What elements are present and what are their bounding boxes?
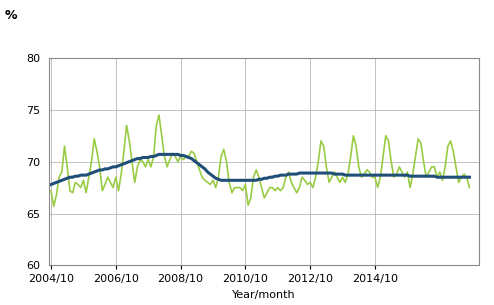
Employment rate <box>210 178 216 182</box>
X-axis label: Year/month: Year/month <box>233 290 296 300</box>
Employment rate, trend <box>156 152 162 156</box>
Employment rate <box>391 175 397 179</box>
Employment rate <box>156 113 162 117</box>
Employment rate, trend <box>207 172 213 176</box>
Employment rate, trend <box>299 171 305 175</box>
Employment rate, trend <box>339 172 345 176</box>
Employment rate <box>48 189 54 192</box>
Employment rate, trend <box>48 183 54 186</box>
Employment rate <box>302 178 308 182</box>
Employment rate <box>51 204 57 208</box>
Employment rate, trend <box>388 173 394 177</box>
Text: %: % <box>5 9 17 22</box>
Employment rate, trend <box>153 154 159 157</box>
Employment rate <box>342 181 348 184</box>
Employment rate, trend <box>223 178 229 182</box>
Employment rate <box>466 186 472 189</box>
Employment rate <box>226 181 232 184</box>
Employment rate, trend <box>466 175 472 179</box>
Line: Employment rate, trend: Employment rate, trend <box>51 154 469 185</box>
Employment rate <box>159 134 165 138</box>
Line: Employment rate: Employment rate <box>51 115 469 206</box>
